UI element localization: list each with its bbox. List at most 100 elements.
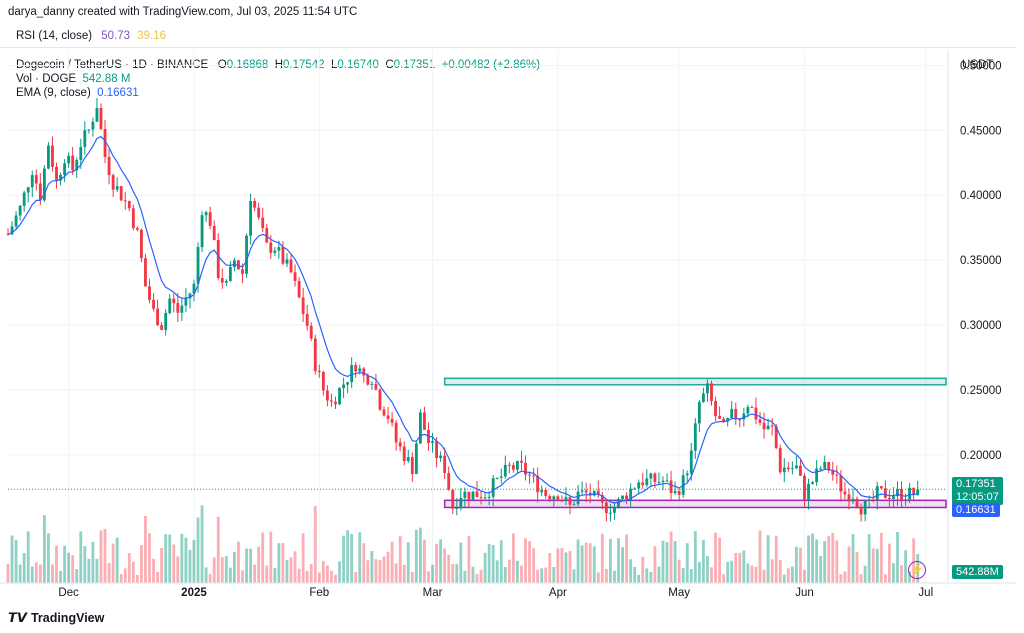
price-axis-unit[interactable]: USDT — [962, 59, 994, 71]
volume-bar — [111, 543, 115, 583]
volume-bar — [382, 556, 386, 583]
volume-bar — [459, 542, 463, 583]
volume-bar — [95, 558, 99, 583]
candle-body — [119, 186, 123, 201]
volume-bar — [766, 535, 770, 583]
candle-body — [896, 489, 899, 497]
candle-body — [208, 212, 212, 226]
volume-bar — [285, 559, 289, 583]
candle-body — [366, 375, 370, 385]
brand-name: TradingView — [30, 611, 105, 625]
candle-body — [823, 461, 827, 469]
volume-bar — [354, 572, 358, 583]
candle-body — [746, 407, 750, 414]
candle-body — [693, 423, 697, 451]
volume-bar — [758, 530, 762, 583]
grid-lines — [8, 50, 946, 583]
volume-bar — [718, 537, 722, 583]
volume-bar — [22, 553, 26, 583]
volume-bar — [184, 537, 188, 583]
candle-body — [91, 121, 95, 130]
volume-bar — [6, 564, 10, 583]
volume-bar — [289, 557, 293, 583]
candle-body — [447, 473, 451, 490]
candle-body — [738, 419, 742, 421]
candle-body — [540, 489, 544, 493]
candle-body — [99, 107, 103, 129]
volume-bar — [67, 552, 71, 583]
candle-body — [334, 401, 337, 405]
candle-body — [827, 461, 831, 471]
candle-body — [475, 491, 479, 498]
volume-bar — [548, 553, 552, 583]
volume-bar — [277, 543, 281, 583]
candle-body — [431, 441, 434, 444]
candle-body — [875, 486, 879, 500]
volume-bar — [697, 561, 701, 583]
volume-bar — [896, 531, 899, 583]
x-tick-label: Mar — [423, 587, 443, 599]
candle-body — [609, 512, 612, 514]
volume-legend-row[interactable]: Vol · DOGE 542.88 M — [16, 72, 540, 86]
volume-bar — [584, 542, 588, 583]
volume-bar — [633, 566, 637, 583]
tradingview-logo[interactable]: 𝙏𝙑 TradingView — [8, 610, 104, 626]
volume-bar — [10, 535, 14, 583]
volume-bar — [156, 571, 160, 583]
volume-value: 542.88 M — [82, 73, 131, 85]
candle-body — [520, 460, 523, 463]
candle-body — [277, 247, 281, 251]
candle-body — [414, 443, 418, 475]
volume-bar — [499, 540, 503, 583]
volume-bar — [604, 568, 608, 583]
volume-bar — [439, 539, 443, 583]
volume-bar — [79, 531, 83, 583]
candle-body — [38, 183, 42, 201]
candle-body — [281, 247, 285, 264]
candle-body — [511, 465, 515, 470]
volume-bar — [402, 564, 406, 583]
candle-body — [184, 298, 188, 306]
volume-bar — [552, 567, 556, 583]
candle-body — [212, 225, 216, 240]
candle-body — [172, 298, 176, 304]
candle-body — [524, 462, 527, 475]
volume-bar — [908, 571, 912, 583]
lightning-icon[interactable]: ⚡ — [908, 561, 926, 579]
volume-bar — [200, 505, 204, 583]
candle-body — [455, 508, 459, 510]
volume-bar — [714, 532, 717, 583]
volume-bar — [782, 574, 786, 583]
candle-body — [851, 498, 855, 502]
candle-body — [293, 272, 297, 282]
volume-bar — [467, 535, 471, 583]
candle-body — [42, 168, 46, 201]
volume-bar — [722, 574, 726, 583]
candle-body — [269, 242, 273, 253]
volume-bar — [237, 541, 240, 583]
candle-body — [867, 499, 871, 501]
volume-bar — [645, 568, 649, 583]
candle-body — [811, 481, 814, 484]
candle-body — [528, 474, 531, 476]
volume-bar — [754, 567, 758, 583]
candle-body — [265, 228, 269, 243]
x-tick-label: Jun — [795, 587, 814, 599]
candle-body — [916, 489, 920, 496]
volume-bar — [414, 529, 418, 583]
ema-legend-row[interactable]: EMA (9, close) 0.16631 — [16, 86, 540, 100]
candle-body — [463, 491, 467, 498]
volume-bars — [6, 505, 920, 583]
candle-body — [423, 412, 426, 430]
rsi-legend[interactable]: RSI (14, close) 50.73 39.16 — [16, 30, 166, 42]
volume-bar — [883, 574, 887, 583]
candle-body — [273, 250, 277, 253]
axes: 0.50000 0.45000 0.40000 0.35000 0.30000 0.250… — [0, 50, 1016, 599]
candle-body — [156, 308, 160, 326]
candle-body — [418, 412, 422, 444]
candle-body — [346, 382, 350, 385]
x-tick-label: Dec — [58, 587, 79, 599]
volume-bar — [42, 515, 46, 583]
volume-bar — [309, 564, 313, 583]
